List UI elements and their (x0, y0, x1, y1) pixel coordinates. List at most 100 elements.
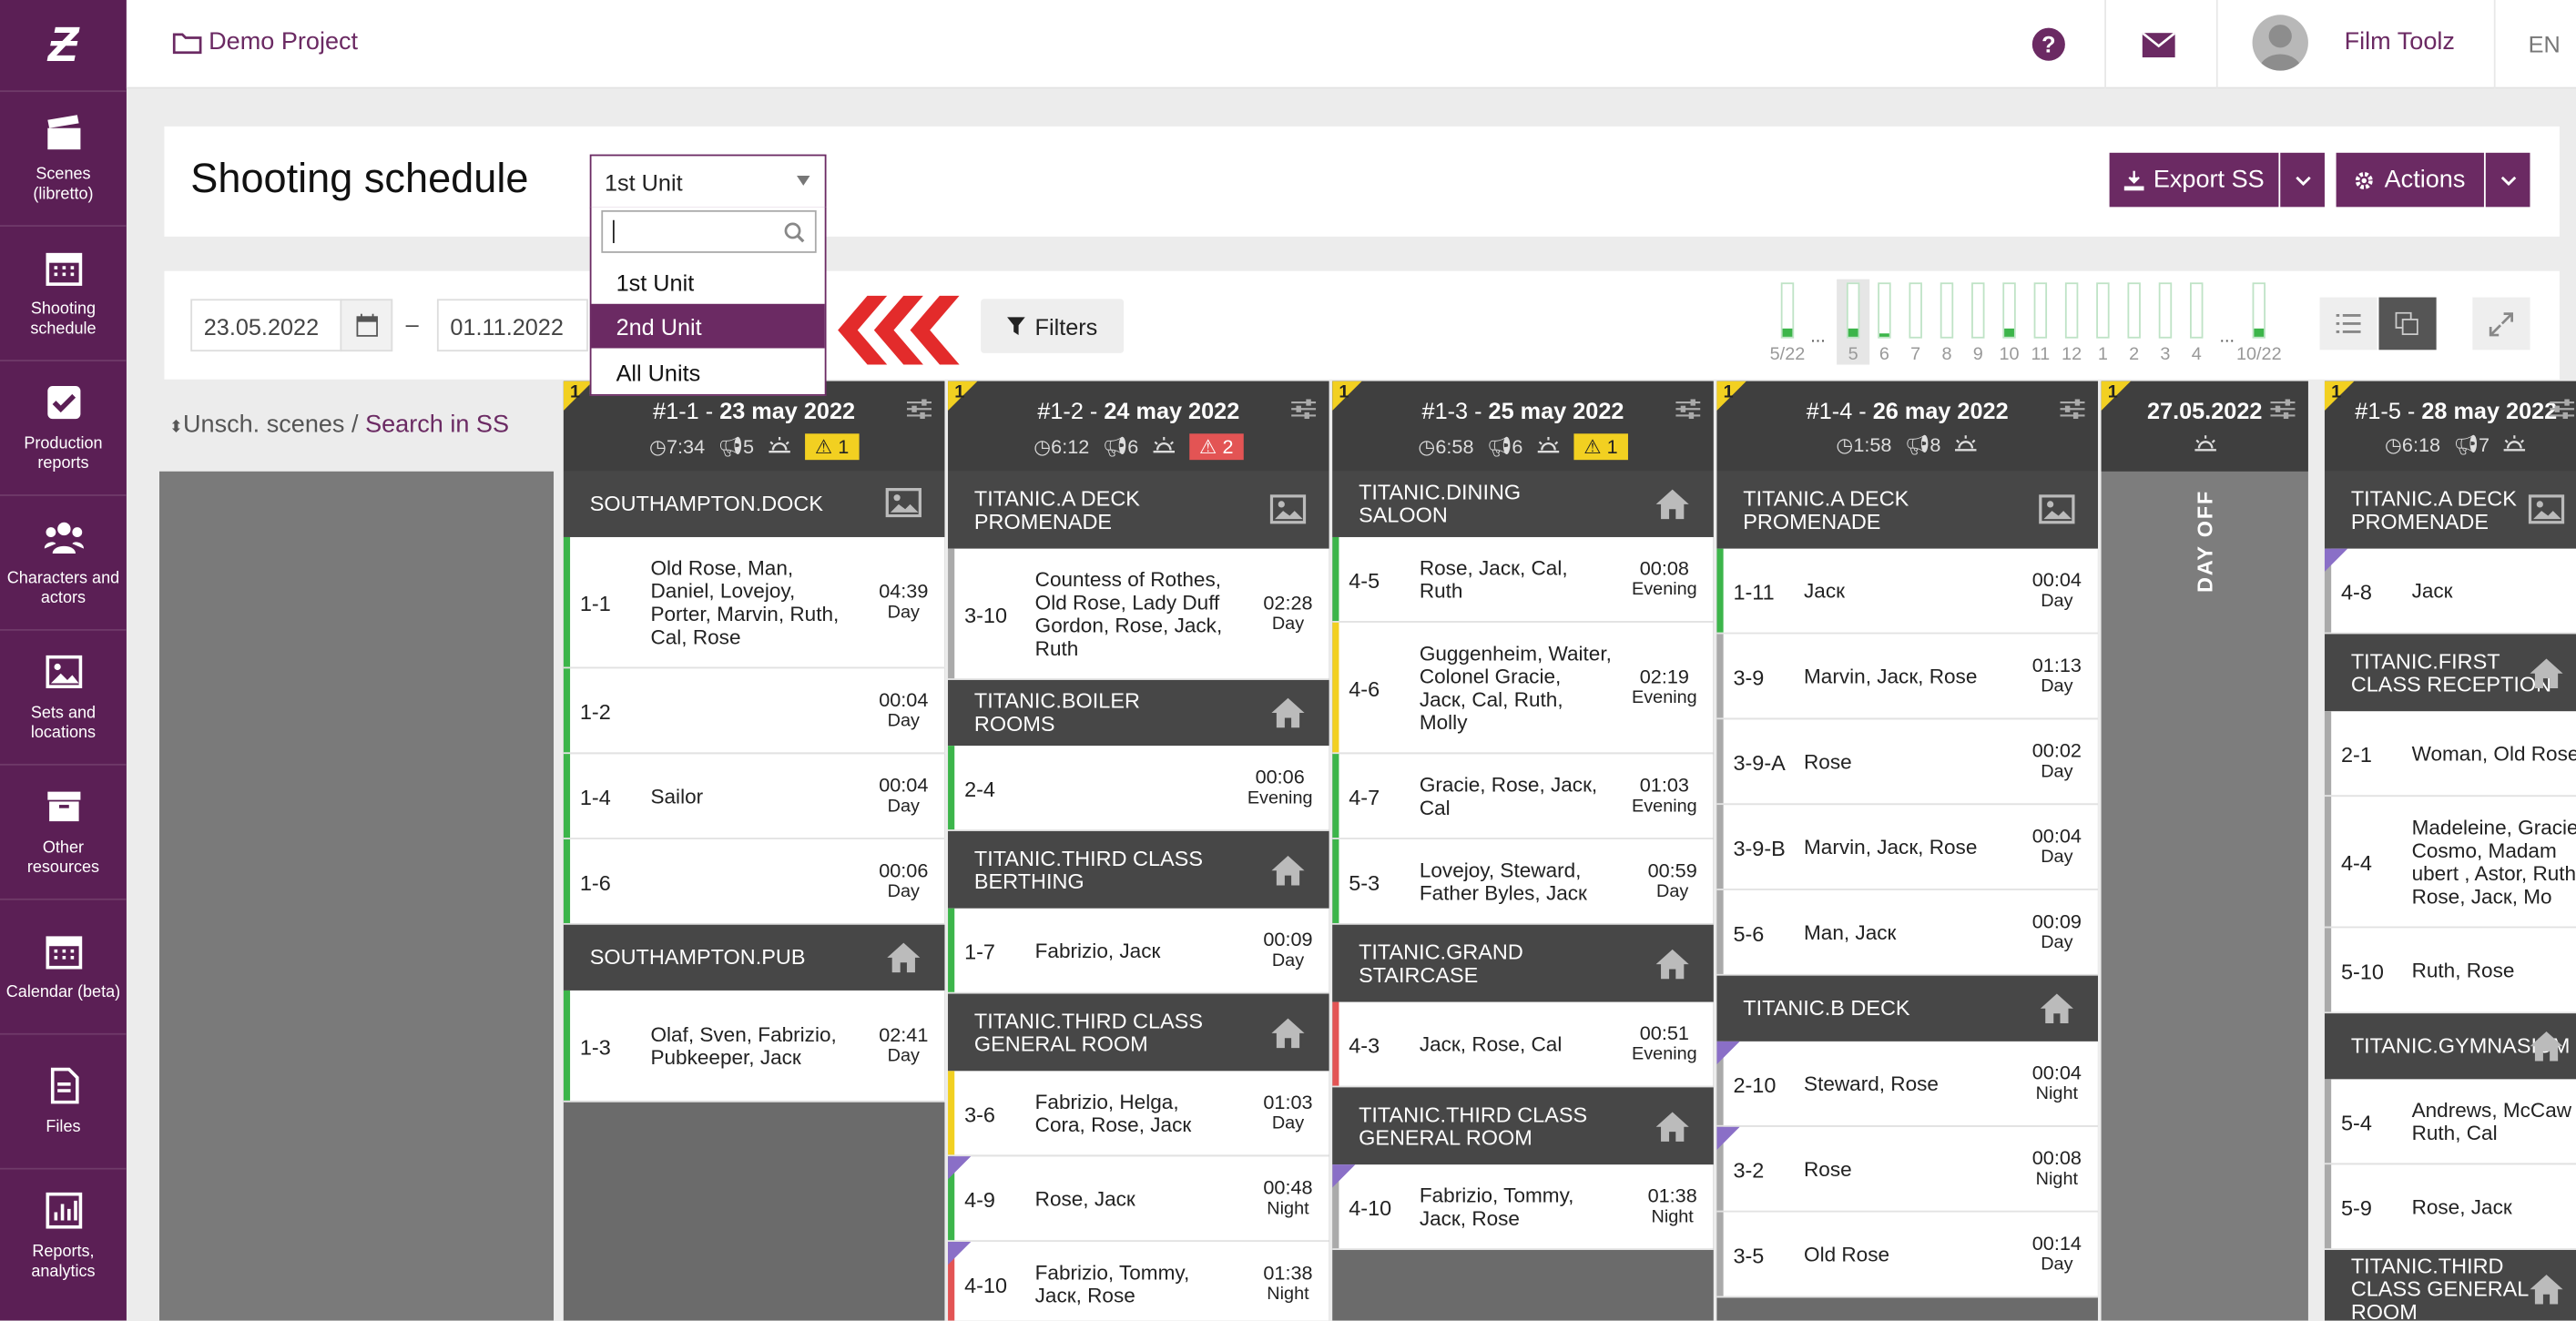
list-view-button[interactable] (2319, 297, 2377, 351)
sidebar-item-calendar-beta[interactable]: Calendar (beta) (0, 898, 127, 1033)
settings-icon[interactable] (1291, 398, 1317, 420)
scene-row[interactable]: 5-3 Lovejoy, Steward, Father Byles, Jacк 0… (1332, 838, 1714, 925)
month-bar[interactable] (1971, 282, 1985, 339)
scene-row[interactable]: 1-7 Fabrizio, Jacк 00:09 Day (948, 908, 1329, 994)
day-header[interactable]: 1 #1-4 - 26 may 2022 ◷1:58 📢︎8 (1716, 381, 2098, 472)
search-in-ss-link[interactable]: Search in SS (365, 411, 510, 439)
month-bar[interactable] (1780, 282, 1795, 339)
scene-row[interactable]: 5-6 Man, Jacк 00:09 Day (1716, 889, 2098, 976)
month-bar[interactable] (1909, 282, 1922, 339)
export-button[interactable]: Export SS (2109, 152, 2279, 208)
month-bar[interactable] (2064, 282, 2079, 339)
day-header[interactable]: 1 #1-5 - 28 may 2022 ◷6:18 📢︎7 (2324, 381, 2576, 472)
settings-icon[interactable] (2270, 398, 2296, 420)
scene-row[interactable]: 4-10 Fabrizio, Tommy, Jacк, Rose 01:38 Nigh… (1332, 1164, 1714, 1251)
dropdown-option-2nd-unit[interactable]: 2nd Unit (591, 303, 825, 349)
scene-row[interactable]: 2-1 Woman, Old Rose (2324, 711, 2576, 798)
set-header[interactable]: TITANIC.DINING SALOON (1332, 471, 1714, 537)
set-header[interactable]: SOUTHAMPTON.DOCK (563, 471, 945, 537)
actions-menu-button[interactable] (2485, 152, 2530, 208)
scene-row[interactable]: 4-6 Guggenheim, Waiter, Colonel Gracie, J… (1332, 622, 1714, 755)
sidebar-item-reports-analytics[interactable]: Reports, analytics (0, 1167, 127, 1303)
scene-row[interactable]: 4-7 Gracie, Rose, Jacк, Cal 01:03 Evening (1332, 754, 1714, 839)
scene-row[interactable]: 5-9 Rose, Jacк (2324, 1164, 2576, 1251)
month-bar[interactable] (1878, 282, 1891, 339)
month-bar[interactable] (2002, 282, 2016, 339)
set-header[interactable]: TITANIC.A DECK PROMENADE (1716, 471, 2098, 549)
sidebar-item-scenes-libretto[interactable]: Scenes (libretto) (0, 90, 127, 225)
help-icon[interactable]: ? (2031, 27, 2065, 61)
scene-row[interactable]: 1-11 Jacк 00:04 Day (1716, 548, 2098, 635)
set-header[interactable]: SOUTHAMPTON.PUB (563, 924, 945, 991)
scene-row[interactable]: 3-10 Countess of Rothes, Old Rose, Lady D… (948, 548, 1329, 680)
scene-row[interactable]: 4-4 Madeleine, Gracie, r Cosmo, Madam ube… (2324, 797, 2576, 929)
scene-row[interactable]: 4-8 Jacк (2324, 548, 2576, 635)
filters-button[interactable]: Filters (981, 299, 1125, 353)
day-header[interactable]: 1 #1-3 - 25 may 2022 ◷6:58 📢︎6 ⚠ 1 (1332, 381, 1714, 472)
app-logo[interactable]: Ƶ (47, 16, 78, 72)
set-header[interactable]: TITANIC.B DECK (1716, 975, 2098, 1042)
dropdown-option-1st-unit[interactable]: 1st Unit (616, 269, 695, 296)
scene-row[interactable]: 1-6 00:06 Day (563, 838, 945, 925)
scene-row[interactable]: 3-9-B Marvin, Jacк, Rose 00:04 Day (1716, 805, 2098, 890)
scene-row[interactable]: 2-10 Steward, Rose 00:04 Night (1716, 1041, 2098, 1127)
scene-row[interactable]: 1-3 Olaf, Sven, Fabrizio, Pubkeeper, Jacк… (563, 990, 945, 1103)
scene-row[interactable]: 3-5 Old Rose 00:14 Day (1716, 1212, 2098, 1298)
warning-badge[interactable]: ⚠ 1 (1573, 433, 1628, 461)
scene-row[interactable]: 1-2 00:04 Day (563, 668, 945, 755)
scene-row[interactable]: 4-9 Rose, Jacк 00:48 Night (948, 1156, 1329, 1242)
set-header[interactable]: TITANIC.THIRD CLASS GENERAL ROOM (2324, 1250, 2576, 1321)
sidebar-item-files[interactable]: Files (0, 1032, 127, 1168)
day-header[interactable]: 1 27.05.2022 (2101, 381, 2308, 472)
day-header[interactable]: 1 #1-2 - 24 may 2022 ◷6:12 📢︎6 ⚠ 2 (948, 381, 1329, 472)
sidebar-item-production-reports[interactable]: Production reports (0, 360, 127, 494)
set-header[interactable]: TITANIC.GYMNASIUM (2324, 1013, 2576, 1080)
scene-row[interactable]: 4-10 Fabrizio, Tommy, Jacк, Rose 01:38 Nigh… (948, 1241, 1329, 1321)
scene-row[interactable]: 5-10 Ruth, Rose (2324, 928, 2576, 1014)
actions-button[interactable]: Actions (2336, 152, 2484, 208)
month-bar[interactable] (1846, 282, 1860, 339)
scene-row[interactable]: 1-4 Sailor 00:04 Day (563, 754, 945, 839)
sidebar-item-other-resources[interactable]: Other resources (0, 763, 127, 899)
scene-row[interactable]: 1-1 Old Rose, Man, Daniel, Lovejoy, Porte… (563, 536, 945, 669)
scene-row[interactable]: 3-9-A Rose 00:02 Day (1716, 719, 2098, 806)
date-from-field[interactable]: 23.05.2022 (190, 299, 342, 352)
set-header[interactable]: TITANIC.A DECK PROMENADE (2324, 471, 2576, 549)
warning-badge[interactable]: ⚠ 1 (805, 433, 860, 461)
unscheduled-toggle[interactable]: ⬍Unsch. scenes / Search in SS (169, 411, 509, 439)
sidebar-item-sets-and-locations[interactable]: Sets and locations (0, 629, 127, 764)
warning-badge[interactable]: ⚠ 2 (1189, 433, 1244, 461)
scene-row[interactable]: 4-5 Rose, Jacк, Cal, Ruth 00:08 Evening (1332, 536, 1714, 623)
date-from-calendar-button[interactable] (340, 299, 393, 352)
scene-row[interactable]: 4-3 Jacк, Rose, Cal 00:51 Evening (1332, 1001, 1714, 1088)
scene-row[interactable]: 3-9 Marvin, Jacк, Rose 01:13 Day (1716, 634, 2098, 720)
scene-row[interactable]: 5-4 Andrews, McCaw Ruth, Cal (2324, 1079, 2576, 1165)
settings-icon[interactable] (906, 398, 932, 420)
set-header[interactable]: TITANIC.THIRD CLASS BERTHING (948, 830, 1329, 909)
settings-icon[interactable] (2550, 398, 2575, 420)
set-header[interactable]: TITANIC.THIRD CLASS GENERAL ROOM (948, 993, 1329, 1072)
scene-row[interactable]: 2-4 00:06 Evening (948, 746, 1329, 831)
set-header[interactable]: TITANIC.A DECK PROMENADE (948, 471, 1329, 549)
fullscreen-button[interactable] (2472, 297, 2530, 351)
sidebar-item-characters-and-actors[interactable]: Characters and actors (0, 494, 127, 629)
month-bar[interactable] (2033, 282, 2048, 339)
month-bar[interactable] (2127, 282, 2141, 339)
unit-select[interactable]: 1st Unit (589, 154, 827, 209)
dropdown-option-all-units[interactable]: All Units (616, 360, 701, 386)
scene-row[interactable]: 3-6 Fabrizio, Helga, Cora, Rose, Jacк 01:0… (948, 1071, 1329, 1157)
board-view-button[interactable] (2378, 297, 2437, 351)
month-bar[interactable] (2190, 282, 2204, 339)
set-header[interactable]: TITANIC.GRAND STAIRCASE (1332, 924, 1714, 1002)
settings-icon[interactable] (1675, 398, 1701, 420)
date-to-field[interactable]: 01.11.2022 (436, 299, 588, 352)
month-bar[interactable] (2096, 282, 2110, 339)
avatar[interactable] (2252, 15, 2308, 71)
month-bar[interactable] (1940, 282, 1954, 339)
sidebar-item-shooting-schedule[interactable]: Shooting schedule (0, 225, 127, 360)
day-header[interactable]: 1 #1-1 - 23 may 2022 ◷7:34 📢︎5 ⚠ 1 (563, 381, 945, 472)
user-name[interactable]: Film Toolz (2344, 27, 2455, 56)
set-header[interactable]: TITANIC.BOILER ROOMS (948, 679, 1329, 747)
scene-row[interactable]: 3-2 Rose 00:08 Night (1716, 1126, 2098, 1213)
month-bar[interactable] (2158, 282, 2173, 339)
